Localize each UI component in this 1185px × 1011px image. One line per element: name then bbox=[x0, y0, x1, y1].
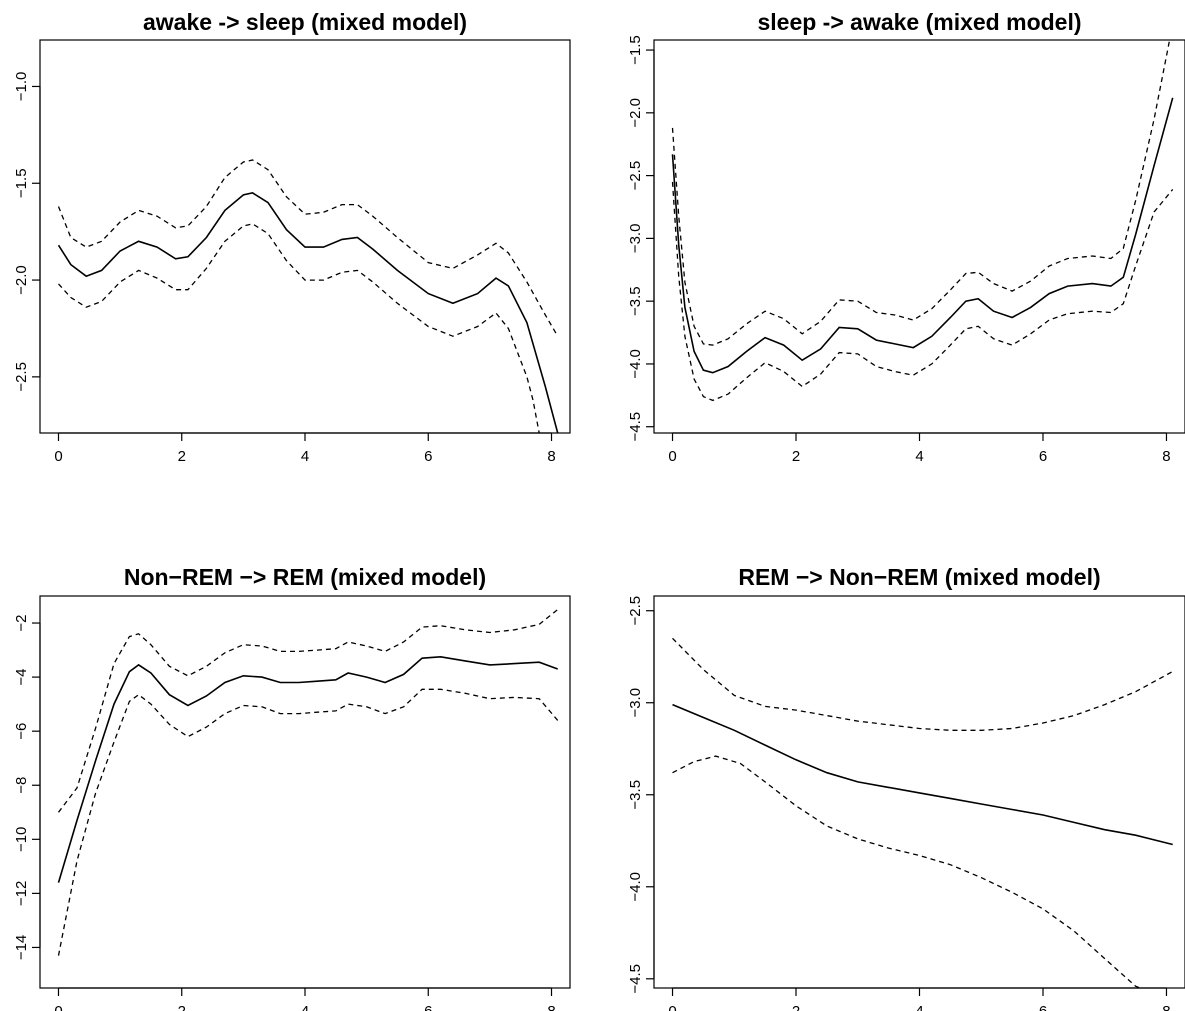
panel-title: sleep -> awake (mixed model) bbox=[757, 9, 1081, 35]
panel-3: REM −> Non−REM (mixed model) 0 2 4 6 8 −4.5 −4.… bbox=[627, 564, 1185, 1011]
y-tick-label: −4 bbox=[13, 669, 30, 686]
plot-frame bbox=[39, 39, 571, 434]
x-tick-label: 2 bbox=[792, 1003, 800, 1011]
panel-2: Non−REM −> REM (mixed model) 0 2 4 6 8 −14 −12 −… bbox=[13, 564, 571, 1011]
y-tick-label: −3.0 bbox=[627, 224, 644, 254]
upper-bound-line bbox=[57, 608, 559, 813]
y-tick-label: −10 bbox=[13, 827, 30, 852]
plot-frame bbox=[653, 39, 1185, 434]
x-tick-label: 2 bbox=[178, 1003, 186, 1011]
y-tick-label: −12 bbox=[13, 881, 30, 906]
y-tick-label: −2.5 bbox=[627, 161, 644, 191]
y-tick-label: −1.0 bbox=[13, 72, 30, 102]
x-tick-label: 0 bbox=[668, 1003, 676, 1011]
lower-bound-line bbox=[58, 223, 540, 433]
y-tick-label: −1.5 bbox=[627, 35, 644, 65]
panel-title: awake -> sleep (mixed model) bbox=[143, 9, 467, 35]
x-tick-label: 0 bbox=[668, 448, 676, 465]
plot-frame bbox=[653, 595, 1185, 989]
plot-frame bbox=[39, 595, 571, 989]
x-tick-label: 0 bbox=[54, 1003, 62, 1011]
y-tick-label: −1.5 bbox=[13, 168, 30, 198]
lower-bound-line bbox=[57, 688, 559, 956]
x-tick-label: 4 bbox=[301, 1003, 309, 1011]
x-tick-label: 6 bbox=[1039, 1003, 1047, 1011]
y-tick-label: −8 bbox=[13, 777, 30, 794]
upper-bound-line bbox=[57, 159, 559, 337]
estimate-line bbox=[671, 97, 1174, 374]
x-tick-label: 6 bbox=[424, 1003, 432, 1011]
upper-bound-line bbox=[671, 40, 1171, 346]
x-tick-label: 4 bbox=[915, 448, 923, 465]
x-tick-label: 6 bbox=[424, 448, 432, 465]
estimate-line bbox=[57, 655, 558, 883]
upper-bound-line bbox=[672, 637, 1174, 731]
y-tick-label: −3.0 bbox=[627, 688, 644, 718]
y-tick-label: −4.0 bbox=[627, 872, 644, 902]
panel-1: sleep -> awake (mixed model) 0 2 4 6 8 −4.5 −4.… bbox=[627, 9, 1185, 465]
y-tick-label: −4.0 bbox=[627, 349, 644, 379]
x-tick-label: 2 bbox=[178, 448, 186, 465]
y-tick-label: −3.5 bbox=[627, 286, 644, 316]
x-tick-label: 0 bbox=[54, 448, 62, 465]
panel-title: REM −> Non−REM (mixed model) bbox=[738, 564, 1100, 590]
panel-title: Non−REM −> REM (mixed model) bbox=[124, 564, 486, 590]
x-tick-label: 6 bbox=[1039, 448, 1047, 465]
y-tick-label: −6 bbox=[13, 723, 30, 740]
x-tick-label: 8 bbox=[547, 1003, 555, 1011]
y-tick-label: −2.5 bbox=[627, 596, 644, 626]
y-tick-label: −3.5 bbox=[627, 780, 644, 810]
x-tick-label: 2 bbox=[792, 448, 800, 465]
x-tick-label: 8 bbox=[1162, 1003, 1170, 1011]
y-tick-label: −2 bbox=[13, 614, 30, 631]
x-tick-label: 4 bbox=[915, 1003, 923, 1011]
y-tick-label: −2.0 bbox=[13, 265, 30, 295]
estimate-line bbox=[672, 703, 1173, 846]
x-tick-label: 8 bbox=[547, 448, 555, 465]
y-tick-label: −4.5 bbox=[627, 412, 644, 442]
panel-0: awake -> sleep (mixed model) 0 2 4 6 8 −2.5 −2.… bbox=[13, 9, 571, 465]
y-tick-label: −2.0 bbox=[627, 98, 644, 128]
y-tick-label: −14 bbox=[13, 935, 30, 960]
x-tick-label: 4 bbox=[301, 448, 309, 465]
y-tick-label: −4.5 bbox=[627, 964, 644, 994]
y-tick-label: −2.5 bbox=[13, 362, 30, 392]
estimate-line bbox=[57, 192, 559, 433]
x-tick-label: 8 bbox=[1162, 448, 1170, 465]
lower-bound-line bbox=[671, 181, 1174, 402]
